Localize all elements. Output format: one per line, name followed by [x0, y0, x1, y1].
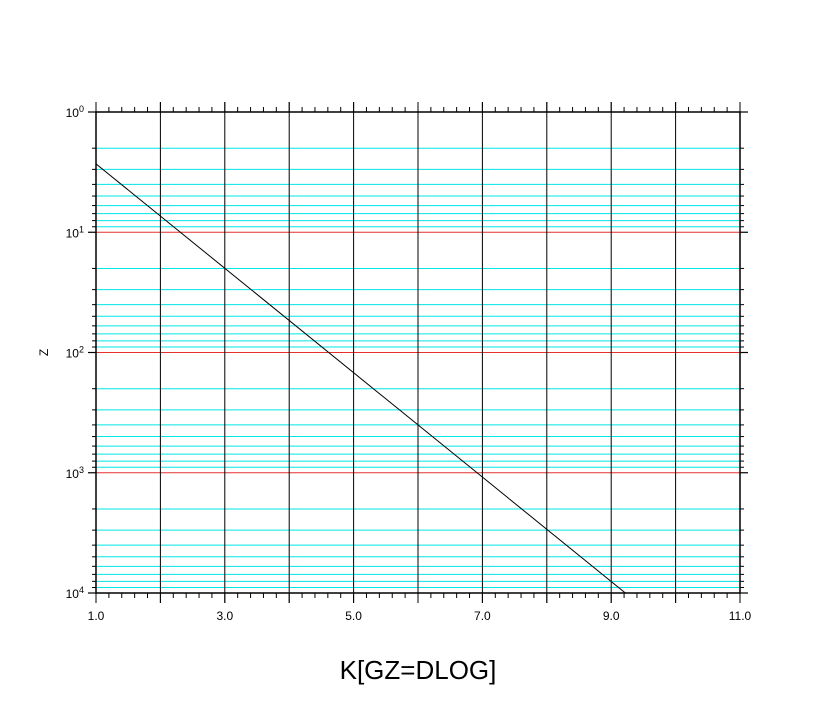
y-tick-base: 10	[66, 347, 80, 361]
x-axis-label: K[GZ=DLOG]	[340, 655, 497, 685]
series-layer	[95, 163, 626, 594]
y-axis-label: Z	[37, 349, 51, 356]
y-tick-exponent: 3	[79, 465, 84, 475]
y-tick-exponent: 1	[79, 224, 84, 234]
x-tick-label: 11.0	[729, 609, 752, 623]
x-tick-label: 1.0	[88, 609, 105, 623]
y-tick-label: 100	[66, 104, 84, 120]
axis-ticks	[88, 102, 748, 603]
y-tick-exponent: 2	[79, 345, 84, 355]
y-tick-label: 102	[66, 345, 84, 361]
y-tick-base: 10	[66, 106, 80, 120]
x-tick-label: 9.0	[603, 609, 620, 623]
y-tick-label: 104	[66, 585, 84, 601]
x-tick-labels: 1.0 3.0 5.0 7.0 9.0 11.0	[88, 609, 752, 623]
x-tick-label: 5.0	[345, 609, 362, 623]
y-tick-exponent: 4	[79, 585, 84, 595]
y-tick-label: 103	[66, 465, 84, 481]
y-tick-base: 10	[66, 587, 80, 601]
x-tick-label: 3.0	[216, 609, 233, 623]
y-tick-base: 10	[66, 467, 80, 481]
y-tick-base: 10	[66, 226, 80, 240]
plot-frame	[95, 111, 741, 594]
series-line	[95, 163, 626, 594]
y-tick-label: 101	[66, 224, 84, 240]
vertical-grid	[159, 102, 677, 603]
y-tick-exponent: 0	[79, 104, 84, 114]
x-tick-label: 7.0	[474, 609, 491, 623]
